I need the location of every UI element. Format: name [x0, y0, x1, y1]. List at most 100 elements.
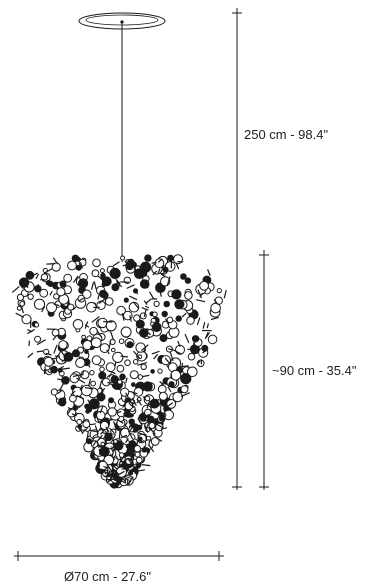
- mesh-wire: [72, 306, 77, 311]
- mesh-wire: [93, 281, 97, 290]
- mesh-wire: [70, 390, 76, 396]
- mesh-wire: [148, 426, 156, 435]
- crystal: [89, 370, 95, 376]
- mesh-wire: [127, 458, 132, 462]
- mesh-wire: [141, 344, 149, 351]
- mesh-wire: [57, 378, 64, 381]
- crystal: [128, 470, 134, 476]
- mesh-wire: [184, 333, 190, 343]
- mesh-wire: [112, 261, 120, 267]
- mesh-wire: [123, 415, 130, 418]
- mesh-wire: [129, 424, 136, 432]
- diameter-dimension: [14, 551, 224, 561]
- mesh-wire: [50, 357, 58, 360]
- crystal: [21, 314, 32, 325]
- crystal: [144, 395, 151, 402]
- crystal: [153, 300, 160, 307]
- mesh-wire: [137, 271, 147, 274]
- crystal: [59, 280, 67, 288]
- mesh-wire: [92, 440, 97, 447]
- mesh-wire: [115, 470, 125, 477]
- crystal: [172, 391, 183, 403]
- crystal: [92, 258, 101, 268]
- crystal: [111, 347, 116, 353]
- mesh-wire: [132, 301, 140, 309]
- mesh-wire: [166, 276, 171, 287]
- crystal: [98, 371, 107, 380]
- mesh-wire: [181, 312, 187, 318]
- mesh-wire: [66, 299, 70, 306]
- mesh-wire: [59, 365, 65, 370]
- mesh-wire: [60, 350, 65, 356]
- mesh-wire: [116, 481, 122, 484]
- crystal: [186, 316, 195, 325]
- mesh-wire: [108, 427, 115, 434]
- mesh-wire: [108, 340, 112, 350]
- mesh-wire: [162, 266, 167, 270]
- mesh-wire: [111, 446, 119, 450]
- crystal: [207, 334, 218, 345]
- mesh-wire: [15, 312, 25, 318]
- mesh-wire: [79, 384, 83, 391]
- mesh-wire: [121, 404, 127, 408]
- mesh-wire: [113, 465, 119, 471]
- mesh-wire: [52, 334, 58, 341]
- mesh-wire: [145, 433, 147, 442]
- crystal: [75, 357, 86, 368]
- mesh-wire: [121, 313, 125, 321]
- crystal: [58, 340, 68, 350]
- mesh-wire: [152, 270, 158, 276]
- crystal: [120, 255, 126, 261]
- mesh-wire: [207, 269, 211, 276]
- mesh-wire: [35, 273, 40, 280]
- crystal: [99, 289, 108, 298]
- mesh-wire: [192, 339, 196, 347]
- crystal: [132, 359, 139, 365]
- mesh-wire: [88, 429, 99, 433]
- crystal: [51, 328, 60, 337]
- mesh-wire: [76, 425, 83, 433]
- crystal: [50, 365, 58, 374]
- crystal: [140, 363, 147, 370]
- mesh-wire: [124, 260, 131, 268]
- body-height-dimension: [259, 250, 269, 490]
- crystal: [101, 377, 111, 387]
- mesh-wire: [84, 359, 89, 364]
- mesh-wire: [120, 355, 128, 358]
- mesh-wire: [105, 436, 112, 440]
- crystal: [191, 335, 200, 343]
- mesh-wire: [99, 380, 103, 389]
- crystal: [33, 298, 46, 310]
- mesh-wire: [196, 299, 206, 303]
- crystal: [161, 310, 168, 318]
- crystal: [25, 270, 35, 280]
- crystal: [72, 319, 84, 330]
- mesh-wire: [81, 428, 87, 435]
- crystal: [149, 398, 160, 409]
- mesh-wire: [164, 357, 171, 365]
- mesh-wire: [139, 414, 150, 419]
- total-height-label: 250 cm - 98.4": [244, 127, 329, 142]
- mesh-wire: [57, 389, 63, 395]
- mesh-wire: [87, 362, 91, 368]
- mesh-wire: [87, 399, 91, 405]
- mesh-wire: [44, 267, 53, 274]
- mesh-wire: [104, 417, 113, 421]
- mesh-wire: [92, 454, 98, 460]
- mesh-wire: [145, 329, 151, 336]
- mesh-wire: [157, 286, 162, 291]
- mesh-wire: [63, 376, 66, 384]
- crystal: [157, 368, 163, 374]
- mesh-wire: [157, 258, 163, 263]
- mesh-wire: [96, 444, 106, 451]
- mesh-wire: [167, 386, 172, 393]
- mesh-wire: [76, 377, 86, 384]
- crystal: [34, 335, 42, 343]
- mesh-wire: [72, 373, 83, 378]
- mesh-wire: [160, 427, 168, 430]
- mesh-wire: [106, 479, 112, 483]
- mesh-wire: [160, 380, 165, 387]
- mesh-wire: [157, 268, 161, 274]
- mesh-wire: [120, 281, 130, 283]
